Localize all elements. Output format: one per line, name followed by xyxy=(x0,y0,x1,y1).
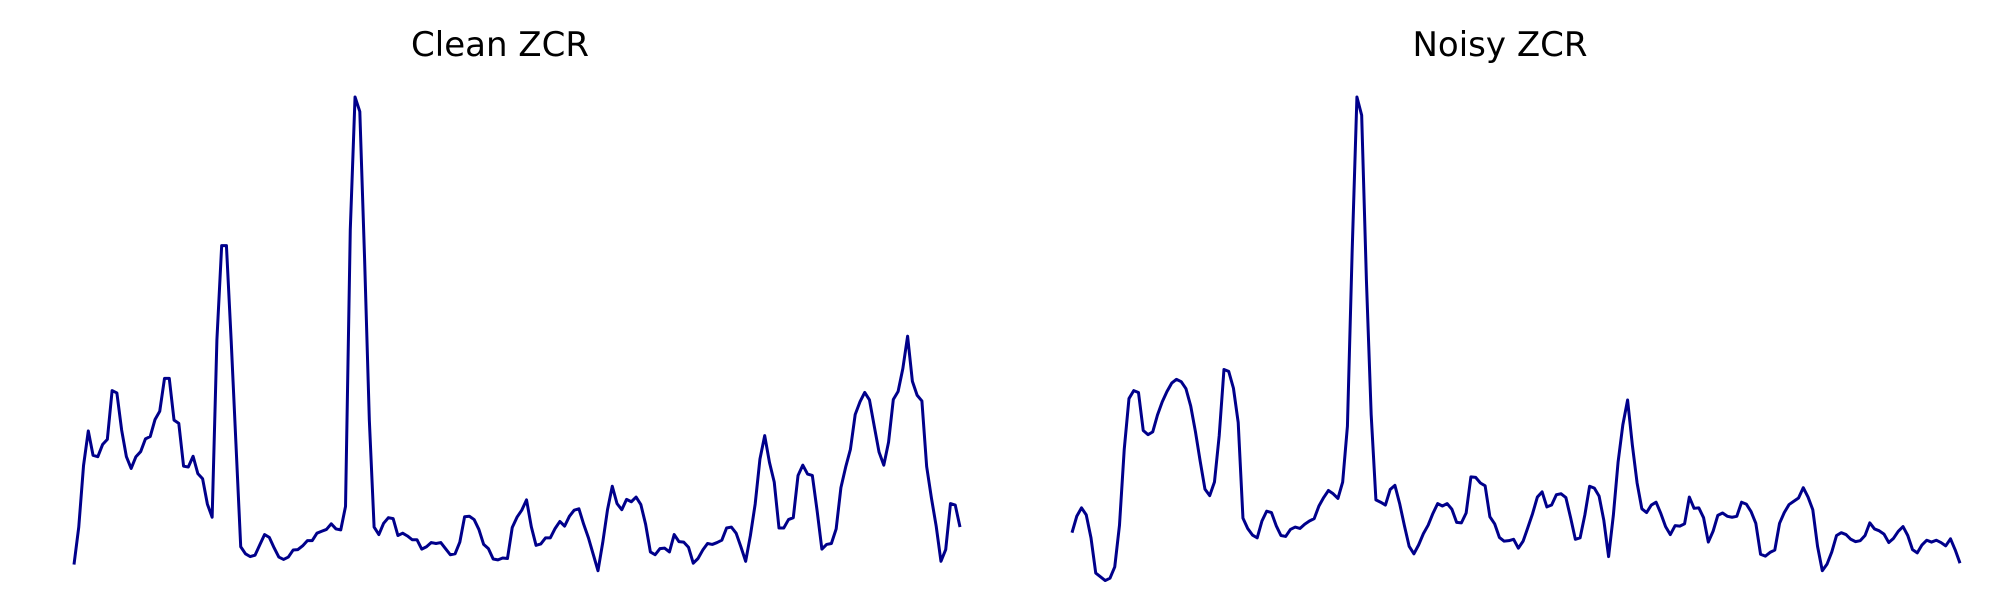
chart-title: Clean ZCR xyxy=(411,25,589,65)
chart-title: Noisy ZCR xyxy=(1412,25,1588,65)
chart-panel-noisy: Noisy ZCR xyxy=(1000,0,2000,600)
chart-panel-clean: Clean ZCR xyxy=(72,25,962,573)
plot-area xyxy=(1070,95,1962,583)
series-line-0 xyxy=(72,95,962,573)
series-line-0 xyxy=(1070,95,1962,583)
plot-area xyxy=(72,95,962,573)
